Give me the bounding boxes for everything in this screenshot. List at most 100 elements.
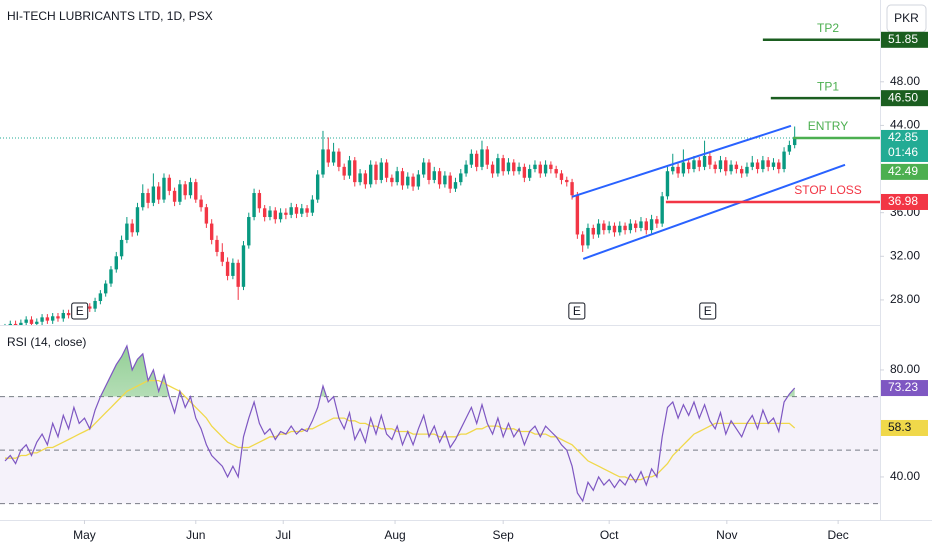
candle-body <box>792 137 797 146</box>
candle-body <box>432 171 436 180</box>
candle-body <box>655 219 659 224</box>
price-pane <box>0 124 880 325</box>
currency-label[interactable]: PKR <box>894 11 919 25</box>
rsi-value-label: 73.23 <box>888 380 918 394</box>
candle-body <box>172 190 177 202</box>
candle-body <box>130 223 134 233</box>
earnings-marker <box>699 302 717 320</box>
level-label: TP1 <box>817 79 839 93</box>
candle-body <box>591 227 595 235</box>
rsi-tick-label: 80.00 <box>890 362 920 376</box>
candle-body <box>761 160 765 170</box>
level-price-box <box>881 193 928 210</box>
candle-body <box>342 166 346 176</box>
earnings-label: E <box>704 304 712 318</box>
candle-body <box>750 162 754 167</box>
candle-body <box>66 313 71 316</box>
candle-body <box>766 160 770 167</box>
y-tick-label: 44.00 <box>890 118 920 132</box>
candle-body <box>146 193 150 203</box>
candle-body <box>310 199 315 213</box>
candle-body <box>215 239 219 252</box>
candle-body <box>178 184 182 202</box>
candle-body <box>241 245 246 287</box>
candle-body <box>777 162 781 170</box>
last-price-label: 42.85 <box>888 130 918 144</box>
candle-body <box>459 173 463 183</box>
candle-body <box>141 193 145 208</box>
candle-body <box>188 182 193 196</box>
candle-body <box>45 317 50 321</box>
candle-body <box>543 164 548 174</box>
candle-body <box>559 173 564 180</box>
candle-body <box>411 176 415 187</box>
candle-body <box>787 145 792 152</box>
candle-body <box>549 164 553 170</box>
candle-body <box>633 223 638 228</box>
candle-body <box>697 160 701 167</box>
candle-body <box>586 227 590 246</box>
candle-body <box>496 158 500 174</box>
rsi-value-box <box>881 380 928 397</box>
candle-body <box>739 169 744 174</box>
candle-body <box>252 193 256 218</box>
x-tick-label: Jul <box>276 528 291 542</box>
price-marker-label: 42.49 <box>888 164 918 178</box>
price-marker-box <box>881 163 928 180</box>
candle-body <box>708 155 712 165</box>
countdown-label: 01:46 <box>888 145 918 159</box>
earnings-label: E <box>76 304 84 318</box>
candle-body <box>363 173 368 185</box>
candle-body <box>247 217 251 246</box>
candle-body <box>183 184 187 196</box>
candle-body <box>628 223 633 231</box>
candle-body <box>453 182 458 189</box>
candle-body <box>294 207 299 214</box>
candle-body <box>257 193 262 209</box>
candle-body <box>676 166 680 174</box>
candle-body <box>607 225 611 231</box>
candle-body <box>35 321 39 324</box>
candle-body <box>729 164 733 172</box>
candle-body <box>490 164 495 174</box>
candle-body <box>686 162 691 170</box>
candle-body <box>125 223 129 240</box>
candle-body <box>209 223 214 240</box>
candle-body <box>379 162 383 180</box>
earnings-marker <box>568 302 586 320</box>
candle-body <box>50 316 55 321</box>
candle-body <box>692 160 696 170</box>
candle-body <box>501 158 505 172</box>
x-tick-label: Aug <box>384 528 405 542</box>
candle-body <box>236 262 240 287</box>
rsi-ma-label: 58.3 <box>888 420 912 434</box>
candle-body <box>416 174 421 187</box>
candle-body <box>421 162 426 175</box>
earnings-marker <box>71 302 89 320</box>
level-price-label: 51.85 <box>888 32 918 46</box>
candle-body <box>93 301 97 309</box>
level-price-label: 46.50 <box>888 90 918 104</box>
candle-body <box>305 208 309 213</box>
candle-body <box>734 164 739 170</box>
candle-body <box>284 212 288 215</box>
candle-body <box>596 223 601 235</box>
candle-body <box>702 155 707 167</box>
candle-body <box>506 162 511 172</box>
candle-body <box>326 149 330 163</box>
candle-body <box>713 164 717 170</box>
candle-body <box>103 283 108 294</box>
candle-body <box>167 177 171 191</box>
candle-body <box>347 160 352 176</box>
candle-body <box>671 166 675 172</box>
level-price-box <box>881 31 928 48</box>
candle-body <box>395 171 399 183</box>
candle-body <box>602 223 606 231</box>
candle-body <box>623 225 627 231</box>
candle-body <box>331 151 336 163</box>
level-label: TP2 <box>817 21 839 35</box>
candle-body <box>368 164 373 185</box>
